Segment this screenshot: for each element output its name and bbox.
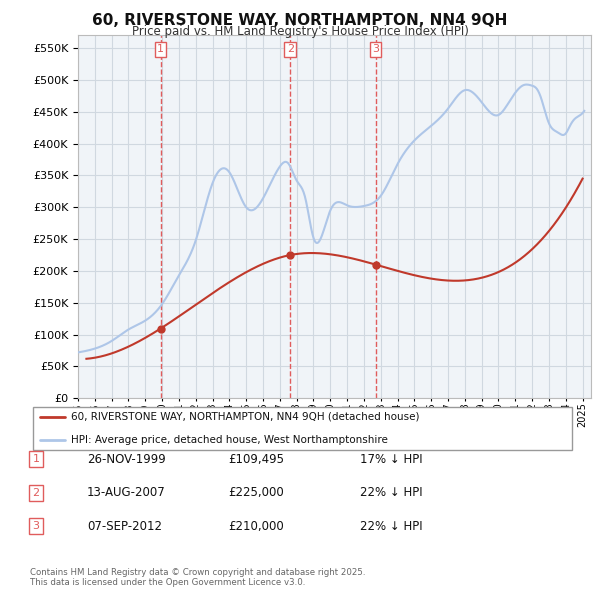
Text: 1: 1 [157, 44, 164, 54]
Text: 22% ↓ HPI: 22% ↓ HPI [360, 520, 422, 533]
Text: 60, RIVERSTONE WAY, NORTHAMPTON, NN4 9QH: 60, RIVERSTONE WAY, NORTHAMPTON, NN4 9QH [92, 13, 508, 28]
Text: 2: 2 [32, 488, 40, 497]
FancyBboxPatch shape [33, 407, 572, 450]
Text: 26-NOV-1999: 26-NOV-1999 [87, 453, 166, 466]
Text: 1: 1 [32, 454, 40, 464]
Text: 22% ↓ HPI: 22% ↓ HPI [360, 486, 422, 499]
Text: 17% ↓ HPI: 17% ↓ HPI [360, 453, 422, 466]
Text: 07-SEP-2012: 07-SEP-2012 [87, 520, 162, 533]
Text: Price paid vs. HM Land Registry's House Price Index (HPI): Price paid vs. HM Land Registry's House … [131, 25, 469, 38]
Text: 60, RIVERSTONE WAY, NORTHAMPTON, NN4 9QH (detached house): 60, RIVERSTONE WAY, NORTHAMPTON, NN4 9QH… [71, 412, 419, 422]
Text: £210,000: £210,000 [228, 520, 284, 533]
Text: 2: 2 [287, 44, 294, 54]
Text: 3: 3 [372, 44, 379, 54]
Text: HPI: Average price, detached house, West Northamptonshire: HPI: Average price, detached house, West… [71, 435, 388, 445]
Text: £225,000: £225,000 [228, 486, 284, 499]
Text: Contains HM Land Registry data © Crown copyright and database right 2025.
This d: Contains HM Land Registry data © Crown c… [30, 568, 365, 587]
Text: 13-AUG-2007: 13-AUG-2007 [87, 486, 166, 499]
Text: 3: 3 [32, 522, 40, 531]
Text: £109,495: £109,495 [228, 453, 284, 466]
